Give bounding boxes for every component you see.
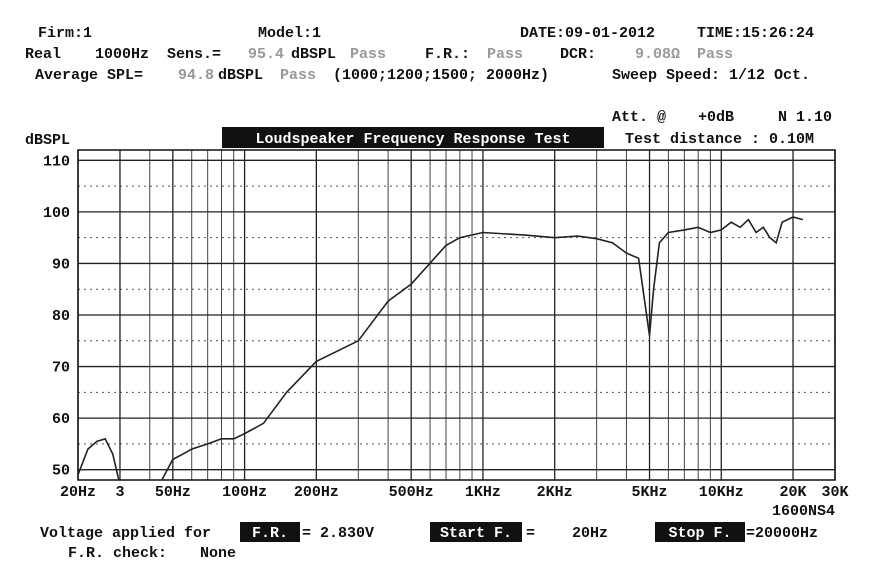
y-tick-label: 70 (52, 360, 70, 377)
fr-label: F.R.: (425, 46, 470, 63)
x-tick-label: 5KHz (632, 484, 668, 501)
y-tick-label: 60 (52, 411, 70, 428)
ref-freq: 1000Hz (95, 46, 149, 63)
x-tick-label: 10KHz (699, 484, 744, 501)
att-label: Att. @ (612, 109, 666, 126)
stop-box (655, 522, 745, 542)
x-tick-label: 500Hz (389, 484, 434, 501)
stop-value: =20000Hz (746, 525, 818, 542)
stop-box-label: Stop F. (668, 525, 731, 542)
mode: Real (25, 46, 61, 63)
n-value: N 1.10 (778, 109, 832, 126)
date: DATE:09-01-2012 (520, 25, 655, 42)
voltage-label: Voltage applied for (40, 525, 211, 542)
fr-box (240, 522, 300, 542)
start-box (430, 522, 522, 542)
device: 1600NS4 (772, 503, 835, 520)
chart-title: Loudspeaker Frequency Response Test (255, 131, 570, 148)
start-value: 20Hz (572, 525, 608, 542)
y-tick-label: 90 (52, 256, 70, 273)
title-box (222, 127, 604, 148)
sens-status: Pass (350, 46, 386, 63)
fr-status: Pass (487, 46, 523, 63)
x-tick-label: 20Hz (60, 484, 96, 501)
y-tick-label: 110 (43, 153, 70, 170)
avg-freqs: (1000;1200;1500; 2000Hz) (333, 67, 549, 84)
sens-unit: dBSPL (291, 46, 336, 63)
plot: 50 60 70 80 90 100 110 20Hz 3 50Hz 100Hz 200Hz 500Hz… (43, 149, 849, 501)
start-eq: = (526, 525, 535, 542)
x-tick-label: 100Hz (222, 484, 267, 501)
y-tick-label: 80 (52, 308, 70, 325)
sens-label: Sens.= (167, 46, 221, 63)
check-value: None (200, 545, 236, 562)
x-tick-label: 3 (115, 484, 124, 501)
avg-value: 94.8 (178, 67, 214, 84)
firm: Firm:1 (38, 25, 92, 42)
avg-status: Pass (280, 67, 316, 84)
time: TIME:15:26:24 (697, 25, 814, 42)
voltage-value: = 2.830V (302, 525, 374, 542)
start-box-label: Start F. (440, 525, 512, 542)
avg-label: Average SPL= (35, 67, 143, 84)
plot-frame (77, 149, 836, 481)
dcr-value: 9.08Ω (635, 46, 680, 63)
y-tick-label: 100 (43, 205, 70, 222)
y-tick-label: 50 (52, 463, 70, 480)
x-tick-label: 200Hz (294, 484, 339, 501)
y-axis-label: dBSPL (25, 132, 70, 149)
sens-value: 95.4 (248, 46, 284, 63)
dcr-status: Pass (697, 46, 733, 63)
response-curve (78, 216, 804, 480)
dcr-label: DCR: (560, 46, 596, 63)
avg-unit: dBSPL (218, 67, 263, 84)
x-tick-label: 30K (821, 484, 848, 501)
distance: Test distance : 0.10M (625, 131, 814, 148)
x-tick-label: 50Hz (155, 484, 191, 501)
sweep: Sweep Speed: 1/12 Oct. (612, 67, 810, 84)
att-value: +0dB (698, 109, 734, 126)
check-label: F.R. check: (68, 545, 167, 562)
x-tick-label: 1KHz (465, 484, 501, 501)
x-tick-label: 20K (780, 484, 807, 501)
x-tick-label: 2KHz (537, 484, 573, 501)
fr-box-label: F.R. (252, 525, 288, 542)
model: Model:1 (258, 25, 321, 42)
